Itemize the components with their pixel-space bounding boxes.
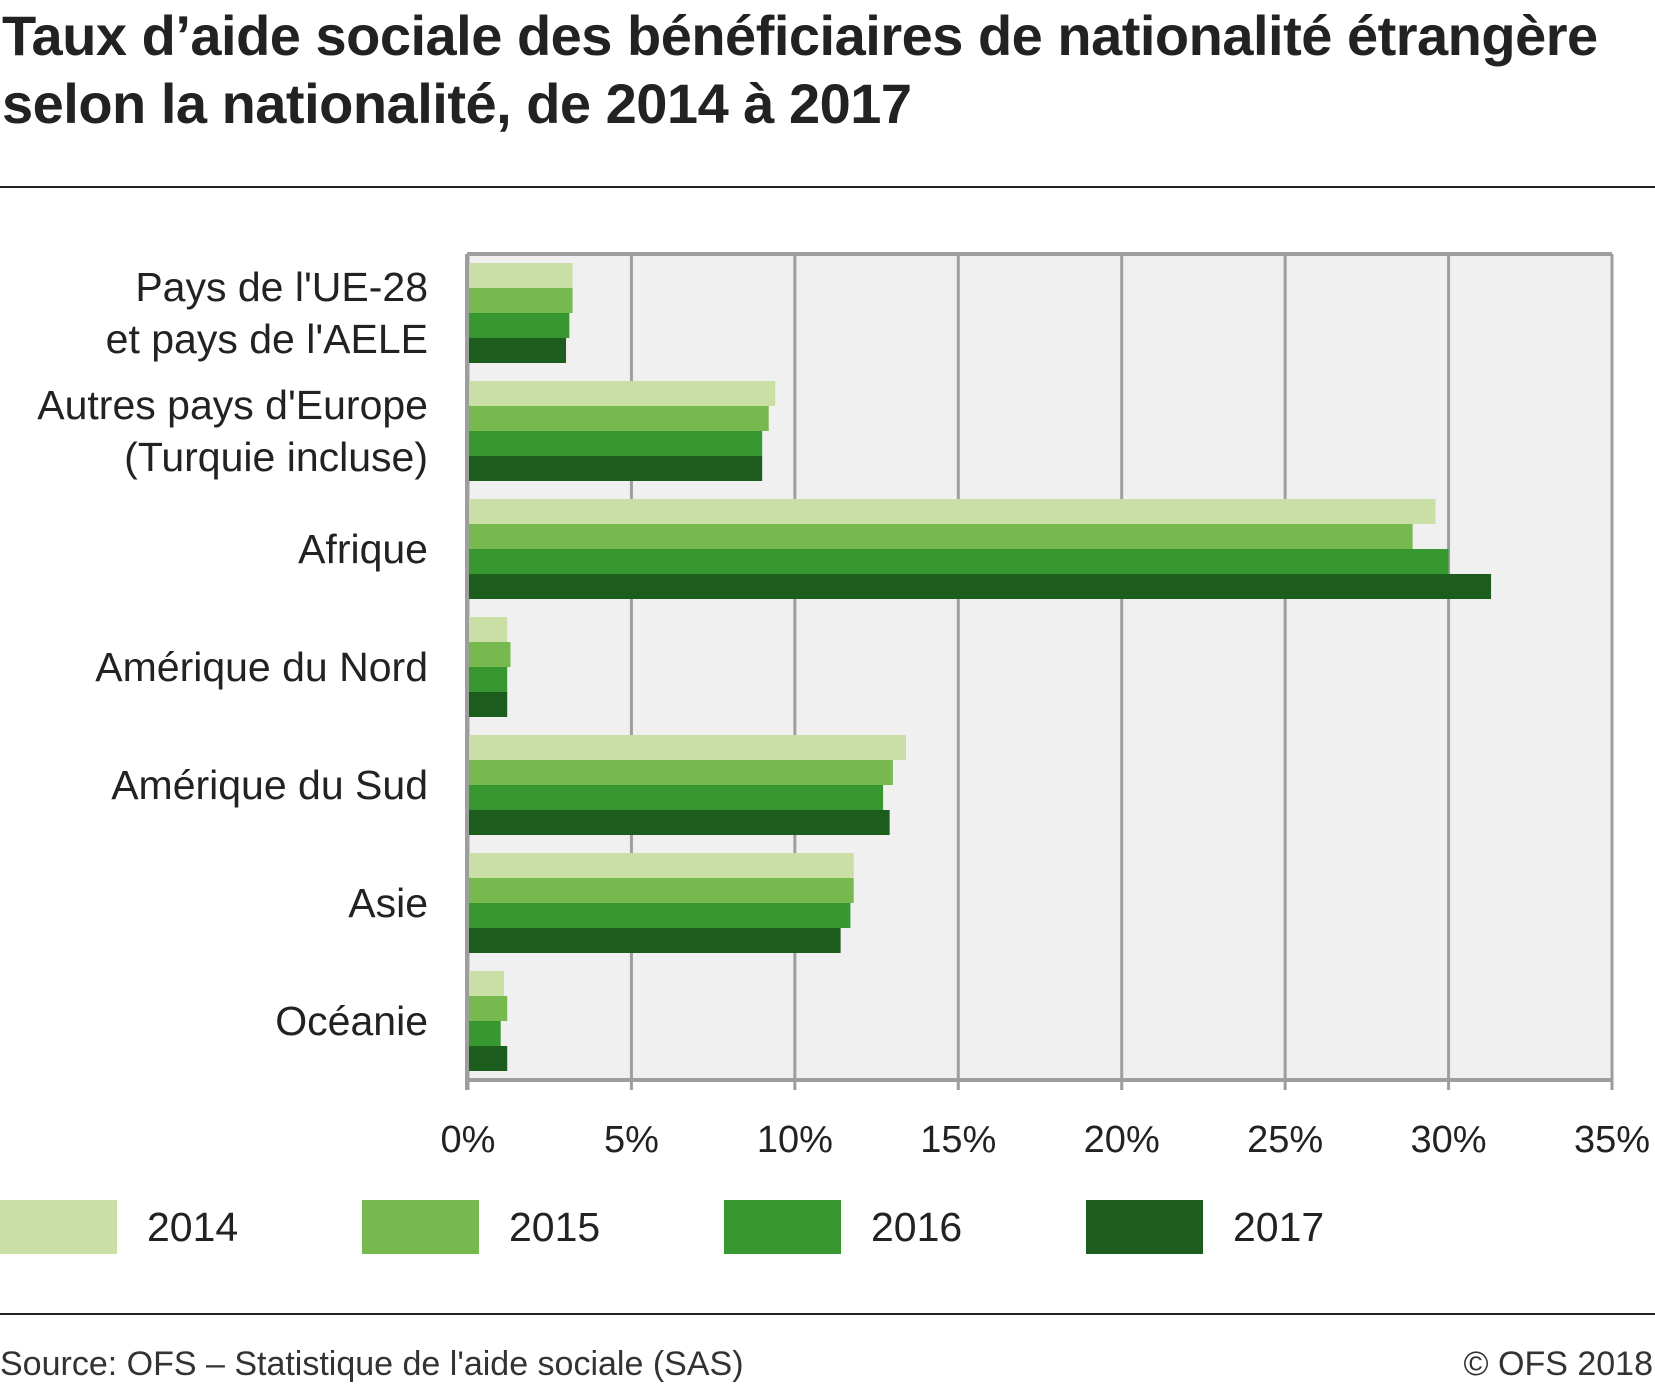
legend-swatch bbox=[0, 1200, 117, 1254]
legend-swatch bbox=[1086, 1200, 1203, 1254]
bar-2016 bbox=[469, 785, 884, 810]
x-tick-label: 35% bbox=[1574, 1119, 1650, 1160]
copyright: © OFS 2018 bbox=[1463, 1345, 1653, 1383]
category-label: Autres pays d'Europe bbox=[37, 382, 428, 428]
bar-2016 bbox=[469, 667, 508, 692]
x-tick-label: 0% bbox=[441, 1119, 496, 1160]
bar-2017 bbox=[469, 338, 567, 363]
bar-2015 bbox=[469, 996, 508, 1021]
bar-2016 bbox=[469, 903, 851, 928]
bar-2015 bbox=[469, 642, 511, 667]
legend-label: 2015 bbox=[509, 1204, 601, 1250]
legend-label: 2016 bbox=[871, 1204, 963, 1250]
bar-2016 bbox=[469, 313, 570, 338]
category-label: Asie bbox=[348, 880, 428, 926]
bar-2016 bbox=[469, 1021, 501, 1046]
legend-swatch bbox=[362, 1200, 479, 1254]
bar-2016 bbox=[469, 549, 1449, 574]
legend-swatch bbox=[724, 1200, 841, 1254]
bar-2016 bbox=[469, 431, 763, 456]
x-tick-label: 15% bbox=[920, 1119, 996, 1160]
legend-label: 2014 bbox=[147, 1204, 239, 1250]
x-tick-label: 5% bbox=[604, 1119, 659, 1160]
legend: 2014 2015 2016 2017 bbox=[0, 1200, 1655, 1256]
title-divider bbox=[0, 186, 1655, 188]
bar-2015 bbox=[469, 878, 854, 903]
footer-divider bbox=[0, 1313, 1655, 1315]
bar-2014 bbox=[469, 853, 854, 878]
bar-2014 bbox=[469, 499, 1436, 524]
legend-label: 2017 bbox=[1233, 1204, 1325, 1250]
bar-2015 bbox=[469, 288, 573, 313]
bar-2017 bbox=[469, 456, 763, 481]
plot-area bbox=[468, 254, 1612, 1080]
x-tick-label: 10% bbox=[757, 1119, 833, 1160]
x-tick-label: 30% bbox=[1411, 1119, 1487, 1160]
category-label: Amérique du Nord bbox=[95, 644, 428, 690]
bar-2017 bbox=[469, 810, 890, 835]
bar-2014 bbox=[469, 617, 508, 642]
x-tick-label: 20% bbox=[1084, 1119, 1160, 1160]
bar-chart: 0% 5% 10% 15% 20% 25% 30% 35% Pays de l'UE-28 et … bbox=[37, 252, 1650, 1160]
bar-2017 bbox=[469, 574, 1492, 599]
bar-2014 bbox=[469, 735, 906, 760]
bar-2015 bbox=[469, 524, 1413, 549]
bar-2014 bbox=[469, 971, 504, 996]
bar-2014 bbox=[469, 263, 573, 288]
category-label: Amérique du Sud bbox=[111, 762, 428, 808]
bar-2017 bbox=[469, 1046, 508, 1071]
chart-title: Taux d’aide sociale des bénéficiaires de… bbox=[2, 4, 1598, 135]
bar-2015 bbox=[469, 760, 893, 785]
bar-2017 bbox=[469, 692, 508, 717]
category-label: Pays de l'UE-28 bbox=[135, 264, 428, 310]
x-tick-label: 25% bbox=[1247, 1119, 1323, 1160]
category-label: Océanie bbox=[275, 998, 428, 1044]
category-label: (Turquie incluse) bbox=[124, 434, 428, 480]
category-label: et pays de l'AELE bbox=[106, 316, 428, 362]
category-label: Afrique bbox=[298, 526, 428, 572]
source-note: Source: OFS – Statistique de l'aide soci… bbox=[0, 1345, 744, 1383]
bar-2014 bbox=[469, 381, 776, 406]
bar-2015 bbox=[469, 406, 769, 431]
bar-2017 bbox=[469, 928, 841, 953]
